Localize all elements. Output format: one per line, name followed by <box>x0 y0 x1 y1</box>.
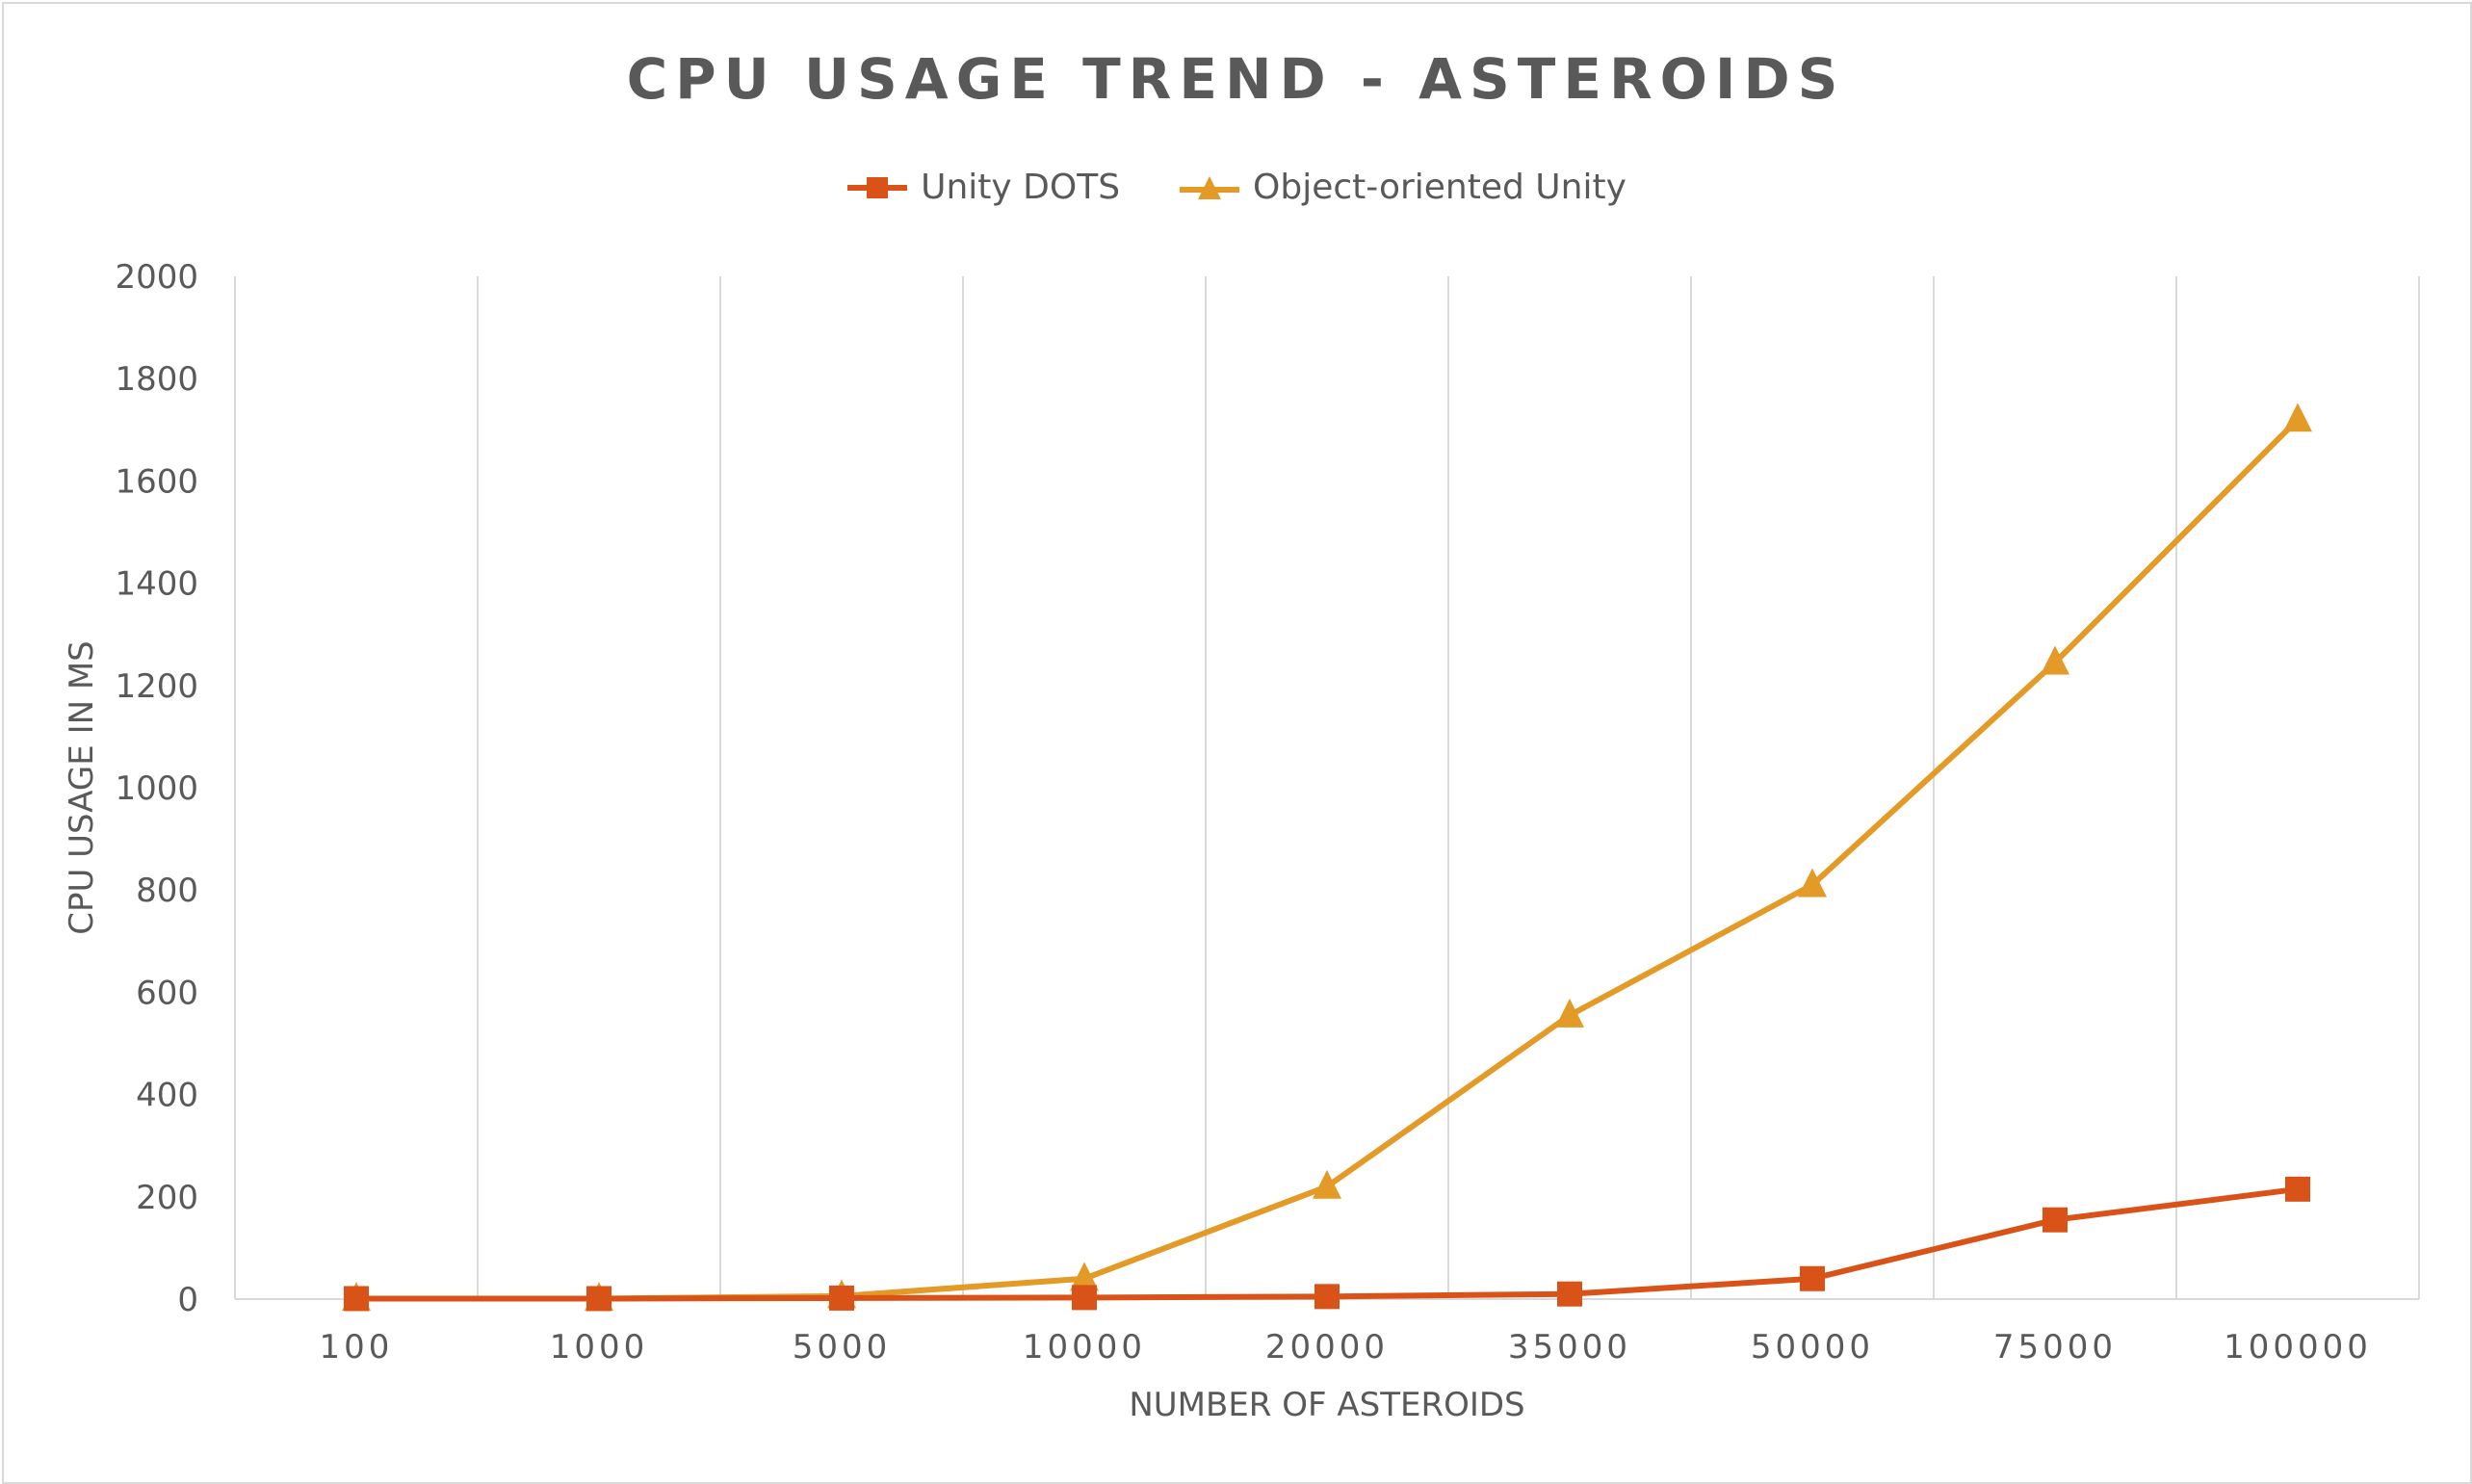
x-tick-label: 100000 <box>2224 1328 2372 1367</box>
y-tick-label: 1600 <box>115 462 198 501</box>
y-tick-label: 1000 <box>115 769 198 808</box>
x-axis-title: NUMBER OF ASTEROIDS <box>1129 1386 1524 1424</box>
legend-marker-square-icon <box>847 176 908 198</box>
data-point-triangle <box>1555 998 1584 1028</box>
y-tick-label: 600 <box>136 974 198 1012</box>
data-point-triangle <box>1798 868 1827 898</box>
x-tick-label: 100 <box>320 1328 394 1367</box>
legend-marker-triangle-icon <box>1180 175 1240 199</box>
data-point-square <box>2043 1207 2068 1233</box>
legend-item-series-0: Unity DOTS <box>846 168 1120 207</box>
y-tick-label: 1800 <box>115 360 198 399</box>
x-tick-label: 5000 <box>793 1328 892 1367</box>
data-point-square <box>586 1286 611 1312</box>
y-tick-label: 0 <box>177 1281 198 1319</box>
x-tick-label: 10000 <box>1023 1328 1146 1367</box>
series-line-1 <box>353 416 2301 1302</box>
y-tick-label: 800 <box>136 872 198 910</box>
y-axis-title: CPU USAGE IN MS <box>63 640 101 935</box>
y-tick-label: 2000 <box>115 258 198 297</box>
y-tick-label: 200 <box>136 1179 198 1217</box>
data-point-square <box>2285 1176 2310 1202</box>
data-point-triangle <box>1070 1262 1099 1291</box>
data-point-square <box>344 1286 369 1312</box>
y-tick-label: 400 <box>136 1077 198 1115</box>
series-line-0 <box>353 1185 2301 1302</box>
data-point-square <box>1314 1284 1340 1310</box>
legend-item-series-1: Object-oriented Unity <box>1178 168 1626 207</box>
data-point-square <box>1557 1281 1582 1307</box>
data-point-triangle <box>1313 1169 1341 1199</box>
data-point-square <box>1072 1285 1097 1311</box>
x-tick-label: 20000 <box>1265 1328 1389 1367</box>
x-tick-label: 1000 <box>550 1328 649 1367</box>
x-tick-label: 35000 <box>1508 1328 1631 1367</box>
x-tick-label: 75000 <box>1993 1328 2117 1367</box>
data-point-triangle <box>2283 403 2312 432</box>
data-point-triangle <box>2041 645 2069 675</box>
data-point-square <box>1800 1265 1825 1291</box>
legend: Unity DOTS Object-oriented Unity <box>0 168 2472 207</box>
data-point-square <box>829 1285 854 1311</box>
x-tick-label: 50000 <box>1751 1328 1874 1367</box>
legend-label: Unity DOTS <box>921 168 1121 207</box>
y-tick-label: 1400 <box>115 565 198 604</box>
y-tick-label: 1200 <box>115 667 198 706</box>
legend-label: Object-oriented Unity <box>1253 168 1626 207</box>
chart-title: CPU USAGE TREND - ASTEROIDS <box>626 46 1846 112</box>
